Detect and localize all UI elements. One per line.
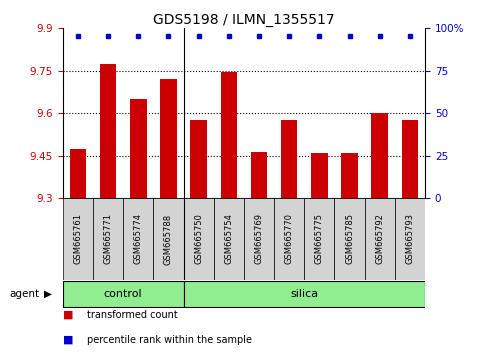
- Bar: [123, 198, 154, 280]
- Bar: [184, 198, 213, 280]
- Bar: [213, 198, 244, 280]
- Bar: [244, 198, 274, 280]
- Text: control: control: [104, 289, 142, 299]
- Bar: [251, 152, 267, 198]
- Bar: [63, 281, 184, 307]
- Bar: [371, 113, 388, 198]
- Bar: [70, 149, 86, 198]
- Text: ■: ■: [63, 310, 73, 320]
- Bar: [160, 79, 177, 198]
- Bar: [304, 198, 334, 280]
- Bar: [281, 120, 298, 198]
- Text: agent: agent: [10, 289, 40, 299]
- Bar: [100, 64, 116, 198]
- Text: GSM665793: GSM665793: [405, 213, 414, 264]
- Text: transformed count: transformed count: [87, 310, 178, 320]
- Text: GSM665792: GSM665792: [375, 213, 384, 264]
- Bar: [395, 198, 425, 280]
- Text: ▶: ▶: [43, 289, 52, 299]
- Bar: [184, 281, 425, 307]
- Bar: [402, 120, 418, 198]
- Text: GSM665754: GSM665754: [224, 213, 233, 264]
- Text: GSM665771: GSM665771: [103, 213, 113, 264]
- Bar: [130, 99, 146, 198]
- Bar: [334, 198, 365, 280]
- Text: silica: silica: [290, 289, 318, 299]
- Text: GSM665774: GSM665774: [134, 213, 143, 264]
- Text: GSM665775: GSM665775: [315, 213, 324, 264]
- Title: GDS5198 / ILMN_1355517: GDS5198 / ILMN_1355517: [153, 13, 335, 27]
- Bar: [221, 72, 237, 198]
- Bar: [274, 198, 304, 280]
- Bar: [93, 198, 123, 280]
- Bar: [341, 153, 358, 198]
- Bar: [63, 198, 93, 280]
- Text: GSM665785: GSM665785: [345, 213, 354, 264]
- Bar: [365, 198, 395, 280]
- Text: GSM665750: GSM665750: [194, 213, 203, 264]
- Bar: [154, 198, 184, 280]
- Text: GSM665788: GSM665788: [164, 213, 173, 264]
- Text: GSM665769: GSM665769: [255, 213, 264, 264]
- Bar: [190, 120, 207, 198]
- Text: ■: ■: [63, 335, 73, 345]
- Bar: [311, 153, 327, 198]
- Text: GSM665761: GSM665761: [73, 213, 83, 264]
- Text: GSM665770: GSM665770: [284, 213, 294, 264]
- Text: percentile rank within the sample: percentile rank within the sample: [87, 335, 252, 345]
